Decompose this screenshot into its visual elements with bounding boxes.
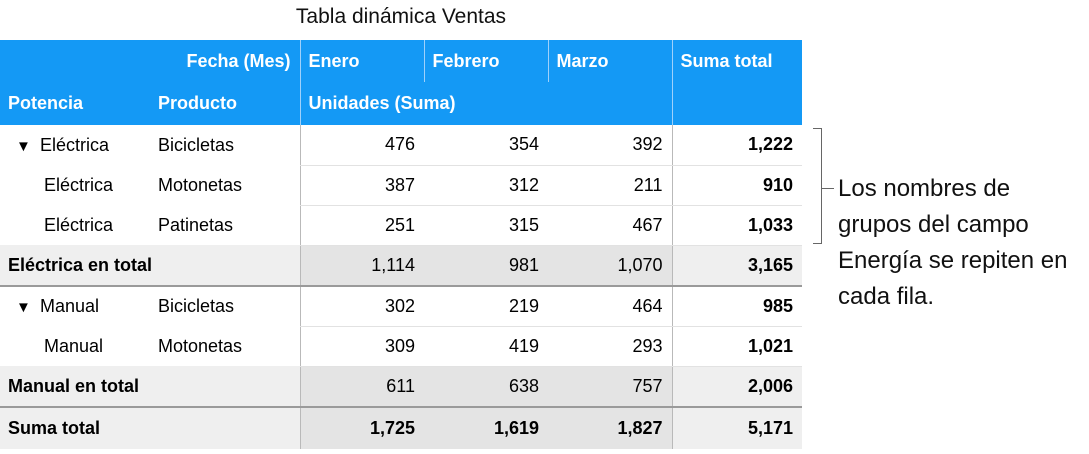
grand-total-label: Suma total bbox=[0, 406, 300, 449]
header-suma-total[interactable]: Suma total bbox=[671, 40, 802, 82]
header-blank-cell bbox=[0, 40, 150, 82]
subtotal-value: 611 bbox=[299, 366, 424, 407]
producto-field-label[interactable]: Producto bbox=[150, 82, 300, 125]
row-total-cell: 1,033 bbox=[671, 205, 802, 246]
disclosure-triangle-icon[interactable]: ▼ bbox=[16, 299, 31, 316]
grand-total-row[interactable]: Suma total 1,725 1,619 1,827 5,171 bbox=[0, 406, 802, 449]
row-total-cell: 1,222 bbox=[671, 125, 802, 166]
table-row[interactable]: ▼ Eléctrica Bicicletas 476 354 392 1,222 bbox=[0, 125, 802, 166]
group-cell[interactable]: ▼ Manual bbox=[0, 285, 150, 326]
row-total-cell: 910 bbox=[671, 165, 802, 206]
subtotal-label: Manual en total bbox=[0, 366, 300, 407]
subtotal-total: 3,165 bbox=[671, 245, 802, 286]
grand-total-value: 1,619 bbox=[424, 406, 548, 449]
group-name: Manual bbox=[44, 335, 104, 356]
subtotal-total: 2,006 bbox=[671, 366, 802, 407]
potencia-field-label[interactable]: Potencia bbox=[0, 82, 150, 125]
header-month-enero[interactable]: Enero bbox=[299, 40, 424, 82]
header-month-marzo[interactable]: Marzo bbox=[547, 40, 672, 82]
value-cell: 464 bbox=[548, 285, 672, 327]
annotation-leader-line bbox=[822, 188, 834, 189]
subtotal-row[interactable]: Eléctrica en total 1,114 981 1,070 3,165 bbox=[0, 245, 802, 286]
subtotal-row[interactable]: Manual en total 611 638 757 2,006 bbox=[0, 366, 802, 407]
product-cell: Motonetas bbox=[158, 335, 243, 356]
table-title: Tabla dinámica Ventas bbox=[295, 5, 507, 28]
row-total-cell: 985 bbox=[671, 285, 802, 327]
annotation-callout: Los nombres de grupos del campo Energía … bbox=[838, 175, 1068, 310]
table-row[interactable]: ▼ Manual Bicicletas 302 219 464 985 bbox=[0, 285, 802, 327]
value-cell: 467 bbox=[548, 205, 672, 246]
grand-total-value: 1,725 bbox=[299, 406, 424, 449]
value-cell: 251 bbox=[299, 205, 424, 246]
product-cell: Bicicletas bbox=[158, 134, 235, 155]
header-month-febrero[interactable]: Febrero bbox=[423, 40, 548, 82]
grand-total-value: 1,827 bbox=[548, 406, 672, 449]
value-cell: 354 bbox=[424, 125, 548, 166]
subtotal-value: 638 bbox=[424, 366, 548, 407]
header-row-fields: Potencia Producto Unidades (Suma) bbox=[0, 82, 802, 125]
subtotal-value: 981 bbox=[424, 245, 548, 286]
group-name: Eléctrica bbox=[40, 134, 110, 155]
value-cell: 392 bbox=[548, 125, 672, 166]
value-cell: 419 bbox=[424, 326, 548, 367]
header-total-blank bbox=[671, 82, 802, 125]
header-row-columns: Fecha (Mes) Enero Febrero Marzo Suma tot… bbox=[0, 40, 802, 82]
product-cell: Motonetas bbox=[158, 174, 243, 195]
group-cell[interactable]: ▼ Eléctrica bbox=[0, 125, 150, 165]
value-cell: 293 bbox=[548, 326, 672, 367]
pivot-table: Fecha (Mes) Enero Febrero Marzo Suma tot… bbox=[0, 40, 802, 449]
value-cell: 476 bbox=[299, 125, 424, 166]
subtotal-value: 1,070 bbox=[548, 245, 672, 286]
fecha-field-label[interactable]: Fecha (Mes) bbox=[150, 40, 300, 82]
row-total-cell: 1,021 bbox=[671, 326, 802, 367]
table-row[interactable]: Eléctrica Patinetas 251 315 467 1,033 bbox=[0, 205, 802, 246]
group-name: Manual bbox=[40, 296, 100, 316]
group-name: Eléctrica bbox=[44, 174, 114, 195]
table-row[interactable]: Eléctrica Motonetas 387 312 211 910 bbox=[0, 165, 802, 206]
value-cell: 219 bbox=[424, 285, 548, 327]
pivot-table-container: Tabla dinámica Ventas Fecha (Mes) Enero … bbox=[0, 5, 802, 449]
group-name: Eléctrica bbox=[44, 214, 114, 235]
unidades-value-label[interactable]: Unidades (Suma) bbox=[299, 82, 672, 125]
product-cell: Patinetas bbox=[158, 214, 234, 235]
value-cell: 211 bbox=[548, 165, 672, 206]
subtotal-value: 1,114 bbox=[299, 245, 424, 286]
annotation-bracket bbox=[813, 128, 822, 244]
subtotal-value: 757 bbox=[548, 366, 672, 407]
value-cell: 312 bbox=[424, 165, 548, 206]
value-cell: 387 bbox=[299, 165, 424, 206]
subtotal-label: Eléctrica en total bbox=[0, 245, 300, 286]
grand-total-total: 5,171 bbox=[671, 406, 802, 449]
value-cell: 315 bbox=[424, 205, 548, 246]
table-row[interactable]: Manual Motonetas 309 419 293 1,021 bbox=[0, 326, 802, 367]
value-cell: 309 bbox=[299, 326, 424, 367]
product-cell: Bicicletas bbox=[150, 285, 300, 326]
disclosure-triangle-icon[interactable]: ▼ bbox=[16, 137, 31, 155]
value-cell: 302 bbox=[299, 285, 424, 327]
